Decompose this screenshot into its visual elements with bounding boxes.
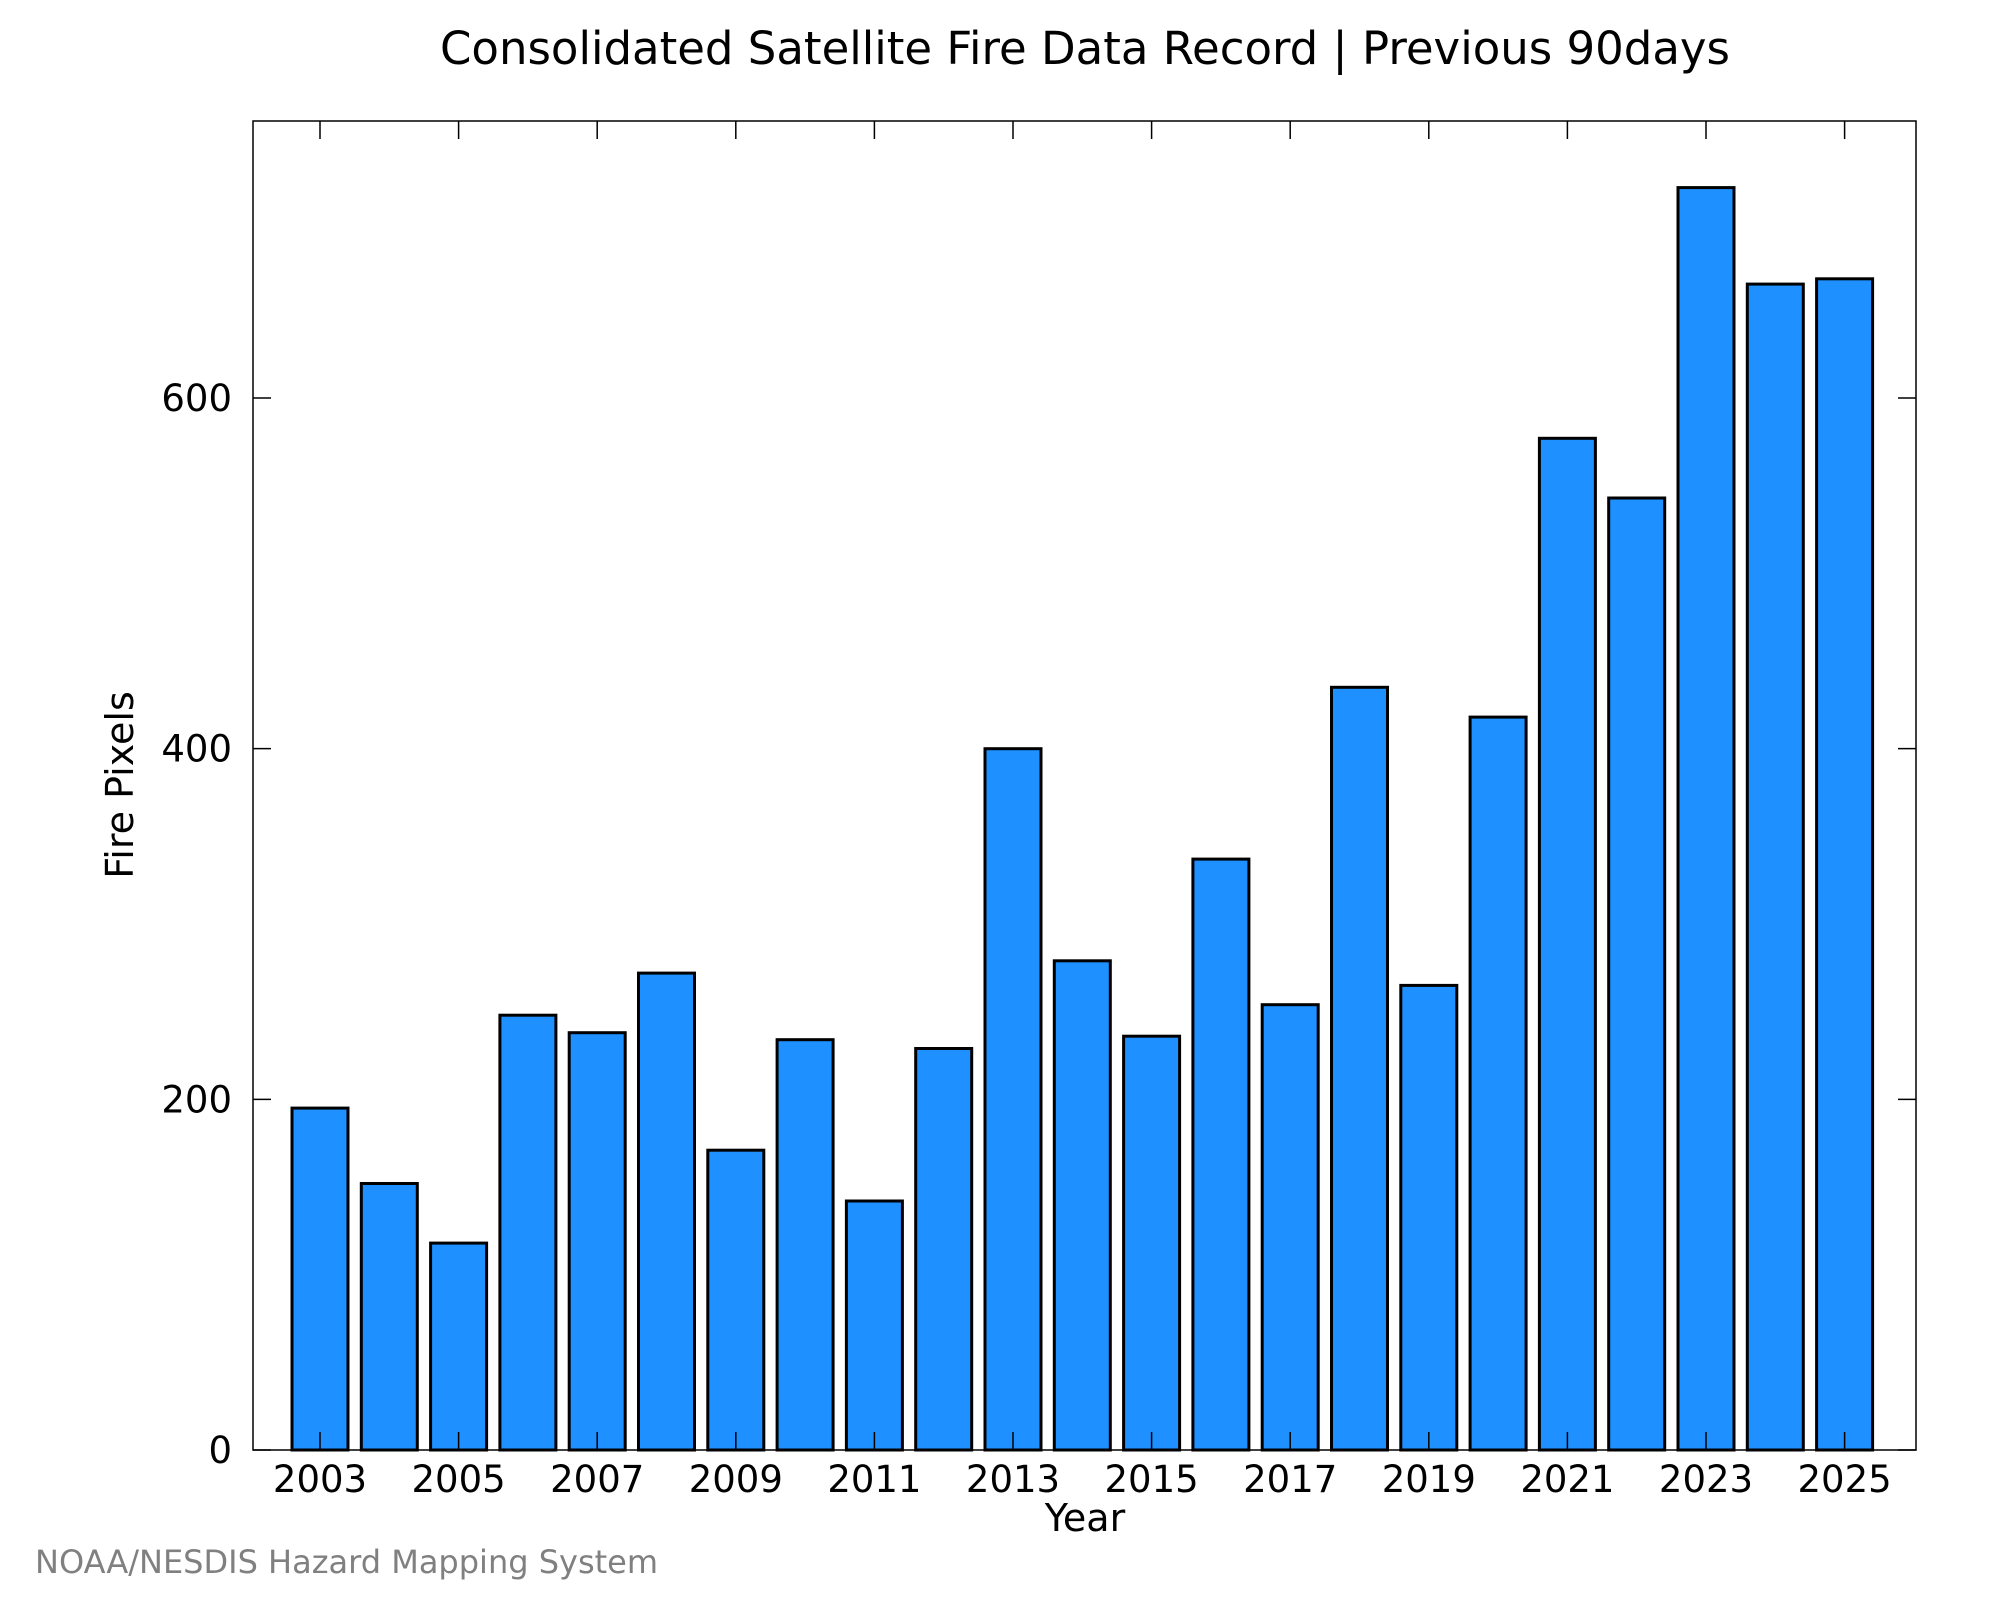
bar-2004	[359, 1182, 419, 1452]
x-tick-label-2003: 2003	[273, 1458, 367, 1501]
bar-2009	[706, 1148, 766, 1452]
bar-2014	[1052, 959, 1112, 1452]
x-tick-label-2007: 2007	[550, 1458, 644, 1501]
x-tick-label-2019: 2019	[1382, 1458, 1476, 1501]
x-tick-label-2011: 2011	[827, 1458, 921, 1501]
x-tick-labels: 2003 2005 2007 2009 2011 2013 2015 2017 2019 2021…	[273, 1458, 1892, 1501]
bar-2011	[844, 1199, 904, 1452]
y-tick-label-400: 400	[161, 728, 232, 771]
x-tick-label-2021: 2021	[1520, 1458, 1614, 1501]
y-tick-labels: 0 200 400 600	[161, 377, 232, 1472]
footer-credit: NOAA/NESDIS Hazard Mapping System	[35, 1543, 658, 1581]
x-tick-label-2017: 2017	[1243, 1458, 1337, 1501]
bar-2015	[1122, 1034, 1182, 1452]
bar-2007	[567, 1031, 627, 1452]
y-tick-label-0: 0	[208, 1429, 232, 1472]
x-tick-label-2025: 2025	[1798, 1458, 1892, 1501]
bar-2018	[1330, 685, 1389, 1452]
bar-2022	[1607, 496, 1667, 1452]
ticks-layer	[253, 121, 1916, 1451]
plot-frame	[252, 120, 1917, 1451]
x-tick-label-2005: 2005	[412, 1458, 506, 1501]
bars-layer	[290, 186, 1875, 1452]
x-tick-label-2015: 2015	[1105, 1458, 1199, 1501]
chart-title: Consolidated Satellite Fire Data Record …	[440, 22, 1730, 75]
x-axis-label: Year	[1044, 1496, 1126, 1540]
bar-2016	[1191, 857, 1251, 1452]
y-tick-label-600: 600	[161, 377, 232, 420]
bar-2008	[637, 971, 696, 1452]
bar-2010	[775, 1038, 835, 1452]
bar-2006	[498, 1013, 558, 1452]
y-axis-label: Fire Pixels	[98, 691, 142, 879]
x-tick-label-2023: 2023	[1659, 1458, 1753, 1501]
bar-2017	[1260, 1003, 1320, 1452]
bar-2013	[983, 747, 1043, 1452]
bar-2019	[1399, 983, 1459, 1452]
x-tick-label-2013: 2013	[966, 1458, 1060, 1501]
bar-2024	[1745, 282, 1805, 1452]
x-tick-label-2009: 2009	[689, 1458, 783, 1501]
bar-2023	[1676, 186, 1736, 1452]
bar-2003	[290, 1106, 350, 1452]
y-tick-label-200: 200	[161, 1078, 232, 1121]
bar-2021	[1537, 436, 1597, 1452]
bar-2025	[1815, 277, 1875, 1452]
bar-2005	[429, 1241, 489, 1452]
bar-2020	[1468, 715, 1528, 1452]
bar-2012	[914, 1047, 974, 1452]
